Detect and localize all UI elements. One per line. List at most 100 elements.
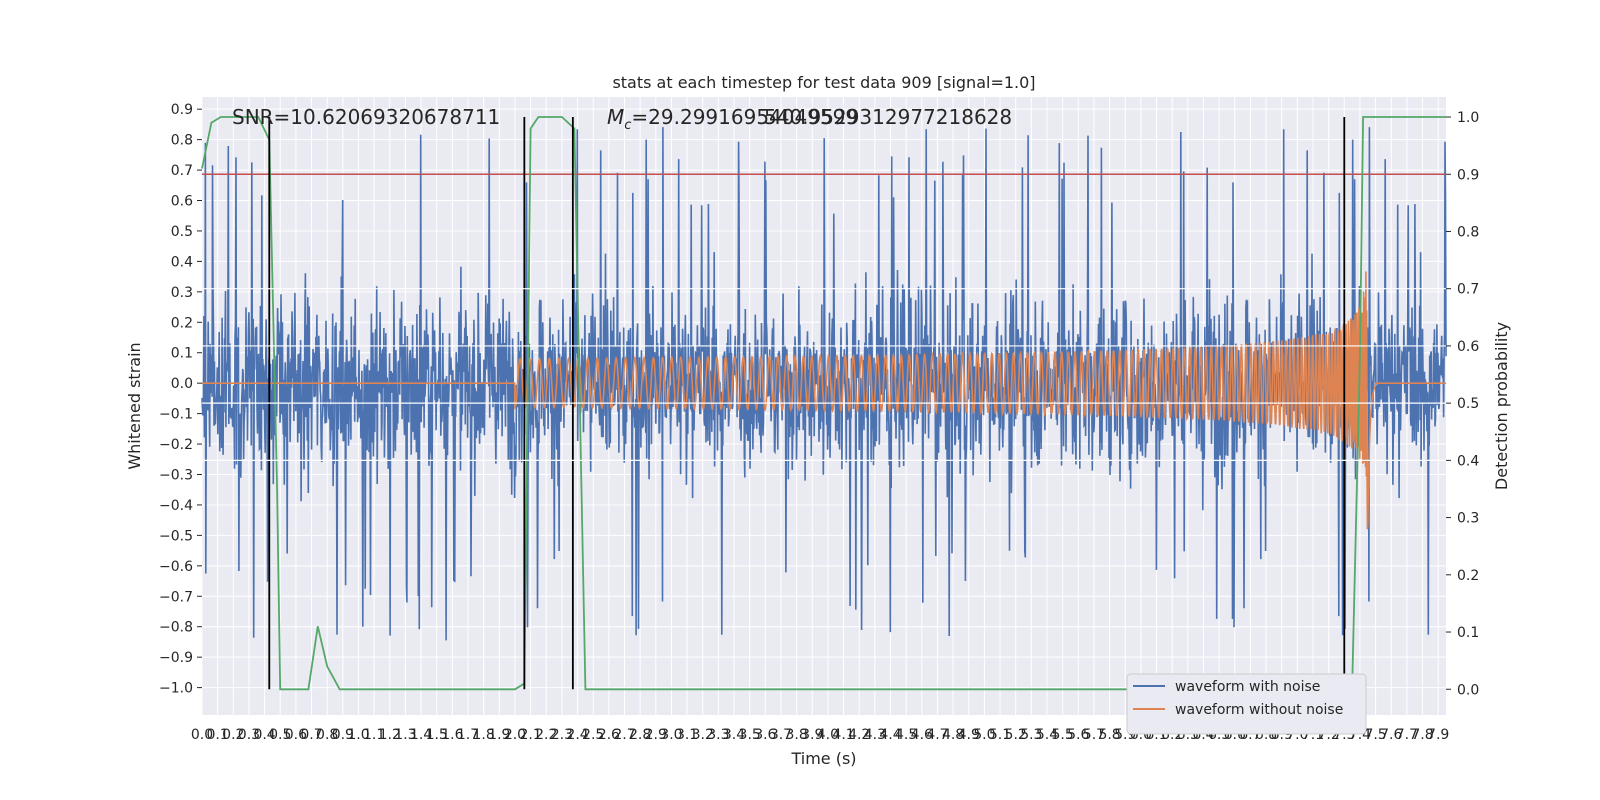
y-tick-label: 0.7 [171,163,193,179]
x-tick-label: 1.8 [473,727,495,743]
x-tick-label: 5.5 [1051,727,1073,743]
x-tick-label: 0.4 [253,727,275,743]
x-tick-label: 0.1 [207,727,229,743]
chart-title: stats at each timestep for test data 909… [612,73,1035,92]
x-axis-label: Time (s) [790,749,856,768]
snr-annotation: SNR=10.62069320678711 [232,105,500,129]
x-tick-label: 0.3 [238,727,260,743]
x-tick-label: 5.8 [1098,727,1120,743]
legend-label-noise: waveform with noise [1175,679,1320,695]
x-tick-label: 3.7 [770,727,792,743]
y2-tick-label: 0.2 [1457,568,1479,584]
x-tick-label: 1.0 [347,727,369,743]
y2-axis-label: Detection probability [1492,322,1511,490]
x-tick-label: 2.3 [551,727,573,743]
x-tick-label: 0.7 [300,727,322,743]
y-tick-label: 0.8 [171,133,193,149]
x-tick-label: 2.1 [519,727,541,743]
y-tick-label: −0.1 [159,407,193,423]
legend-label-clean: waveform without noise [1175,702,1343,718]
x-tick-label: 4.4 [879,727,901,743]
x-tick-label: 5.2 [1005,727,1027,743]
x-tick-label: 1.6 [441,727,463,743]
x-tick-label: 5.1 [989,727,1011,743]
y-tick-label: −0.8 [159,620,193,636]
x-tick-label: 1.7 [457,727,479,743]
mc-annotation: Mc=29.29916954049599 [607,105,858,133]
x-tick-label: 1.3 [394,727,416,743]
y2-tick-label: 1.0 [1457,110,1479,126]
y-tick-label: 0.2 [171,315,193,331]
x-tick-label: 0.6 [285,727,307,743]
y2-tick-label: 0.7 [1457,282,1479,298]
mc-value: =29.29916954049599 [631,105,858,129]
x-tick-label: 7.7 [1396,727,1418,743]
y2-tick-label: 0.5 [1457,396,1479,412]
y-tick-label: 0.0 [171,376,193,392]
y-tick-label: 0.4 [171,254,193,270]
y-tick-label: −0.5 [159,528,193,544]
clean-waveform-series [202,271,1446,530]
x-tick-label: 2.8 [629,727,651,743]
x-tick-label: 3.9 [801,727,823,743]
y2-tick-label: 0.9 [1457,167,1479,183]
x-tick-label: 4.1 [832,727,854,743]
noise-line [201,127,1447,641]
x-tick-label: 4.8 [942,727,964,743]
x-tick-label: 7.9 [1427,727,1449,743]
y-axis-label: Whitened strain [125,342,144,469]
x-tick-label: 1.4 [410,727,432,743]
y-tick-label: −0.4 [159,498,193,514]
x-tick-label: 5.7 [1083,727,1105,743]
x-tick-label: 2.9 [645,727,667,743]
x-tick-label: 0.5 [269,727,291,743]
y-tick-label: 0.3 [171,285,193,301]
x-tick-label: 3.3 [707,727,729,743]
x-tick-label: 2.7 [613,727,635,743]
y-tick-label: −0.7 [159,589,193,605]
y-tick-label: 0.1 [171,346,193,362]
x-tick-label: 2.2 [535,727,557,743]
y-tick-label: 0.6 [171,194,193,210]
x-tick-label: 1.5 [426,727,448,743]
x-tick-label: 3.6 [754,727,776,743]
y2-tick-label: 0.8 [1457,224,1479,240]
x-tick-label: 3.2 [692,727,714,743]
x-tick-label: 4.7 [926,727,948,743]
y-tick-label: 0.5 [171,224,193,240]
noisy-waveform-series [201,127,1447,641]
x-tick-label: 2.4 [566,727,588,743]
x-tick-label: 5.6 [1067,727,1089,743]
x-tick-label: 2.6 [598,727,620,743]
x-tick-label: 4.2 [848,727,870,743]
x-tick-label: 4.9 [958,727,980,743]
secondary-grid-lines [202,288,1446,461]
x-tick-label: 0.9 [332,727,354,743]
x-tick-label: 5.0 [973,727,995,743]
x-tick-label: 3.0 [660,727,682,743]
mc-subscript: c [624,118,631,133]
y-tick-labels: 0.9 0.8 0.7 0.6 0.5 0.4 0.3 0.2 0.1 0.0 −0.1 −0.2 −0… [159,102,202,697]
x-tick-label: 7.6 [1380,727,1402,743]
x-tick-label: 0.2 [222,727,244,743]
x-tick-label: 2.5 [582,727,604,743]
y-tick-label: −0.2 [159,437,193,453]
x-tick-label: 5.4 [1036,727,1058,743]
x-tick-label: 1.2 [379,727,401,743]
x-tick-label: 3.1 [676,727,698,743]
y2-tick-label: 0.4 [1457,453,1479,469]
mc-overlap-annotation: 540.9529312977218628 [764,105,1012,129]
x-tick-label: 4.6 [911,727,933,743]
y-tick-label: 0.9 [171,102,193,118]
x-tick-label: 3.5 [739,727,761,743]
x-tick-label: 4.5 [895,727,917,743]
x-tick-label: 7.8 [1411,727,1433,743]
mc-symbol: M [607,105,624,129]
y2-tick-label: 0.1 [1457,625,1479,641]
x-tick-label: 3.4 [723,727,745,743]
legend: waveform with noise waveform without noi… [1126,673,1367,735]
x-tick-label: 4.0 [817,727,839,743]
clean-line [202,271,1446,530]
y2-tick-labels: 1.0 0.9 0.8 0.7 0.6 0.5 0.4 0.3 0.2 0.1 0.0 [1446,110,1479,698]
y-tick-label: −1.0 [159,681,193,697]
